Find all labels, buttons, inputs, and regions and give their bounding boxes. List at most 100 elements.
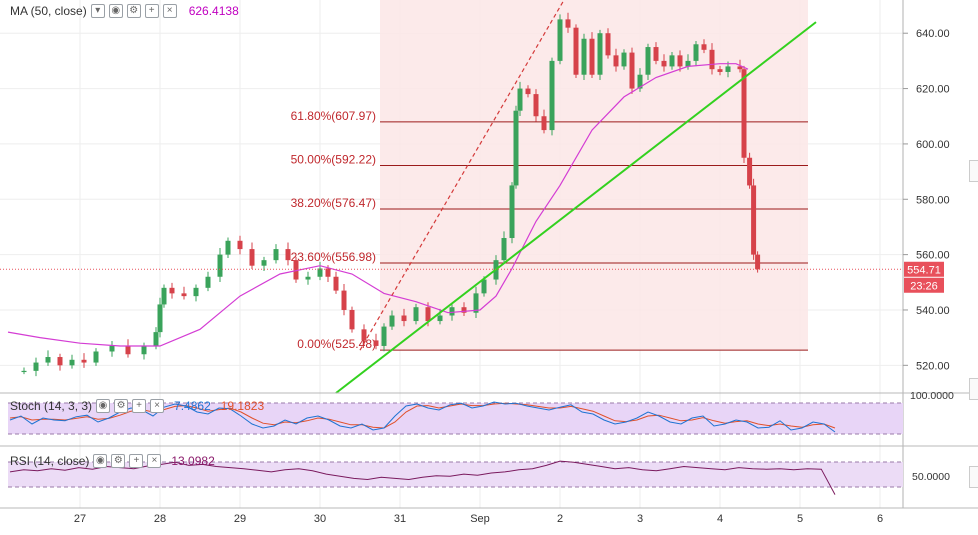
candle-body — [317, 268, 323, 277]
candle-body — [225, 240, 231, 255]
chevron-down-icon[interactable]: ▾ — [90, 4, 105, 18]
candle-body — [751, 185, 757, 255]
candle-body — [333, 276, 339, 291]
candle-body — [157, 304, 163, 333]
stoch-name: Stoch (14, 3, 3) — [10, 399, 93, 413]
candle-body — [549, 60, 555, 131]
price-tick-label: 600.00 — [916, 139, 950, 151]
candle-body — [501, 238, 507, 261]
time-tick-label: 6 — [877, 513, 883, 525]
candle-body — [541, 116, 547, 131]
fib-level-label: 38.20%(576.47) — [291, 196, 376, 210]
fib-level-label: 23.60%(556.98) — [291, 250, 376, 264]
gear-icon[interactable]: ⚙ — [114, 399, 129, 413]
candle-body — [153, 332, 159, 346]
scale-handle[interactable] — [969, 160, 978, 182]
candle-body — [125, 345, 131, 355]
candlesticks — [21, 12, 761, 377]
time-tick-label: 5 — [797, 513, 803, 525]
candle-body — [69, 359, 75, 366]
candle-body — [349, 309, 355, 330]
candle-body — [669, 55, 675, 67]
candle-body — [653, 47, 659, 61]
rsi-value: 13.0982 — [171, 454, 215, 468]
candle-body — [597, 33, 603, 75]
candle-body — [141, 345, 147, 355]
candle-body — [605, 33, 611, 56]
close-icon[interactable]: × — [150, 399, 165, 413]
candle-body — [381, 326, 387, 346]
candle-body — [709, 49, 715, 70]
stoch-d-value: 19.1823 — [220, 399, 265, 413]
scale-handle[interactable] — [969, 378, 978, 400]
candle-body — [717, 69, 723, 72]
candle-body — [661, 60, 667, 67]
eye-icon[interactable]: ◉ — [96, 399, 111, 413]
candle-body — [305, 276, 311, 280]
candle-body — [249, 249, 255, 266]
time-tick-label: 2 — [557, 513, 563, 525]
candle-body — [755, 254, 761, 270]
candle-body — [533, 94, 539, 117]
candle-body — [629, 52, 635, 89]
stoch-k-value: 7.4862 — [174, 399, 211, 413]
candle-body — [517, 88, 523, 111]
stoch-indicator-label[interactable]: Stoch (14, 3, 3) ◉ ⚙ + × 7.4862 19.1823 — [10, 399, 264, 413]
fib-level-label: 0.00%(525.48) — [297, 337, 376, 351]
candle-body — [181, 293, 187, 297]
add-icon[interactable]: + — [132, 399, 147, 413]
price-tick-label: 520.00 — [916, 360, 950, 372]
add-icon[interactable]: + — [144, 4, 159, 18]
candle-body — [645, 47, 651, 75]
stoch-k-line — [9, 401, 836, 433]
rsi-indicator-label[interactable]: RSI (14, close) ◉ ⚙ + × 13.0982 — [10, 454, 215, 468]
candle-body — [637, 74, 643, 89]
price-tick-label: 560.00 — [916, 250, 950, 262]
time-tick-label: 4 — [717, 513, 723, 525]
time-tick-label: 31 — [394, 513, 406, 525]
candle-body — [741, 69, 747, 158]
candle-body — [293, 260, 299, 280]
candle-body — [509, 185, 515, 239]
candle-body — [747, 157, 753, 186]
scale-handle[interactable] — [969, 466, 978, 488]
candle-body — [621, 52, 627, 67]
candle-body — [45, 357, 51, 363]
candle-body — [33, 362, 39, 371]
candle-body — [217, 254, 223, 277]
candle-body — [513, 110, 519, 186]
candle-body — [473, 293, 479, 313]
gear-icon[interactable]: ⚙ — [126, 4, 141, 18]
ma-name: MA (50, close) — [10, 4, 87, 18]
price-tick-label: 580.00 — [916, 194, 950, 206]
candle-body — [701, 44, 707, 50]
add-icon[interactable]: + — [129, 454, 144, 468]
candle-body — [461, 307, 467, 313]
countdown-value: 23:26 — [910, 280, 938, 292]
ma-value: 626.4138 — [188, 4, 239, 18]
candle-body — [425, 307, 431, 322]
gear-icon[interactable]: ⚙ — [111, 454, 126, 468]
close-icon[interactable]: × — [147, 454, 162, 468]
candle-body — [437, 315, 443, 322]
candle-body — [565, 19, 571, 28]
rsi-name: RSI (14, close) — [10, 454, 90, 468]
price-tick-label: 620.00 — [916, 84, 950, 96]
candle-body — [273, 249, 279, 261]
candle-body — [285, 249, 291, 261]
ma-indicator-label[interactable]: MA (50, close) ▾ ◉ ⚙ + × 626.4138 — [10, 4, 239, 18]
close-icon[interactable]: × — [162, 4, 177, 18]
candle-body — [589, 38, 595, 75]
candle-body — [401, 315, 407, 322]
candle-body — [21, 370, 27, 373]
candle-body — [325, 268, 331, 277]
candle-body — [557, 19, 563, 61]
eye-icon[interactable]: ◉ — [93, 454, 108, 468]
candle-body — [193, 287, 199, 297]
time-tick-label: 3 — [637, 513, 643, 525]
time-tick-label: 29 — [234, 513, 246, 525]
fib-level-label: 50.00%(592.22) — [291, 152, 376, 166]
candle-body — [361, 329, 367, 341]
candle-body — [685, 60, 691, 67]
eye-icon[interactable]: ◉ — [108, 4, 123, 18]
